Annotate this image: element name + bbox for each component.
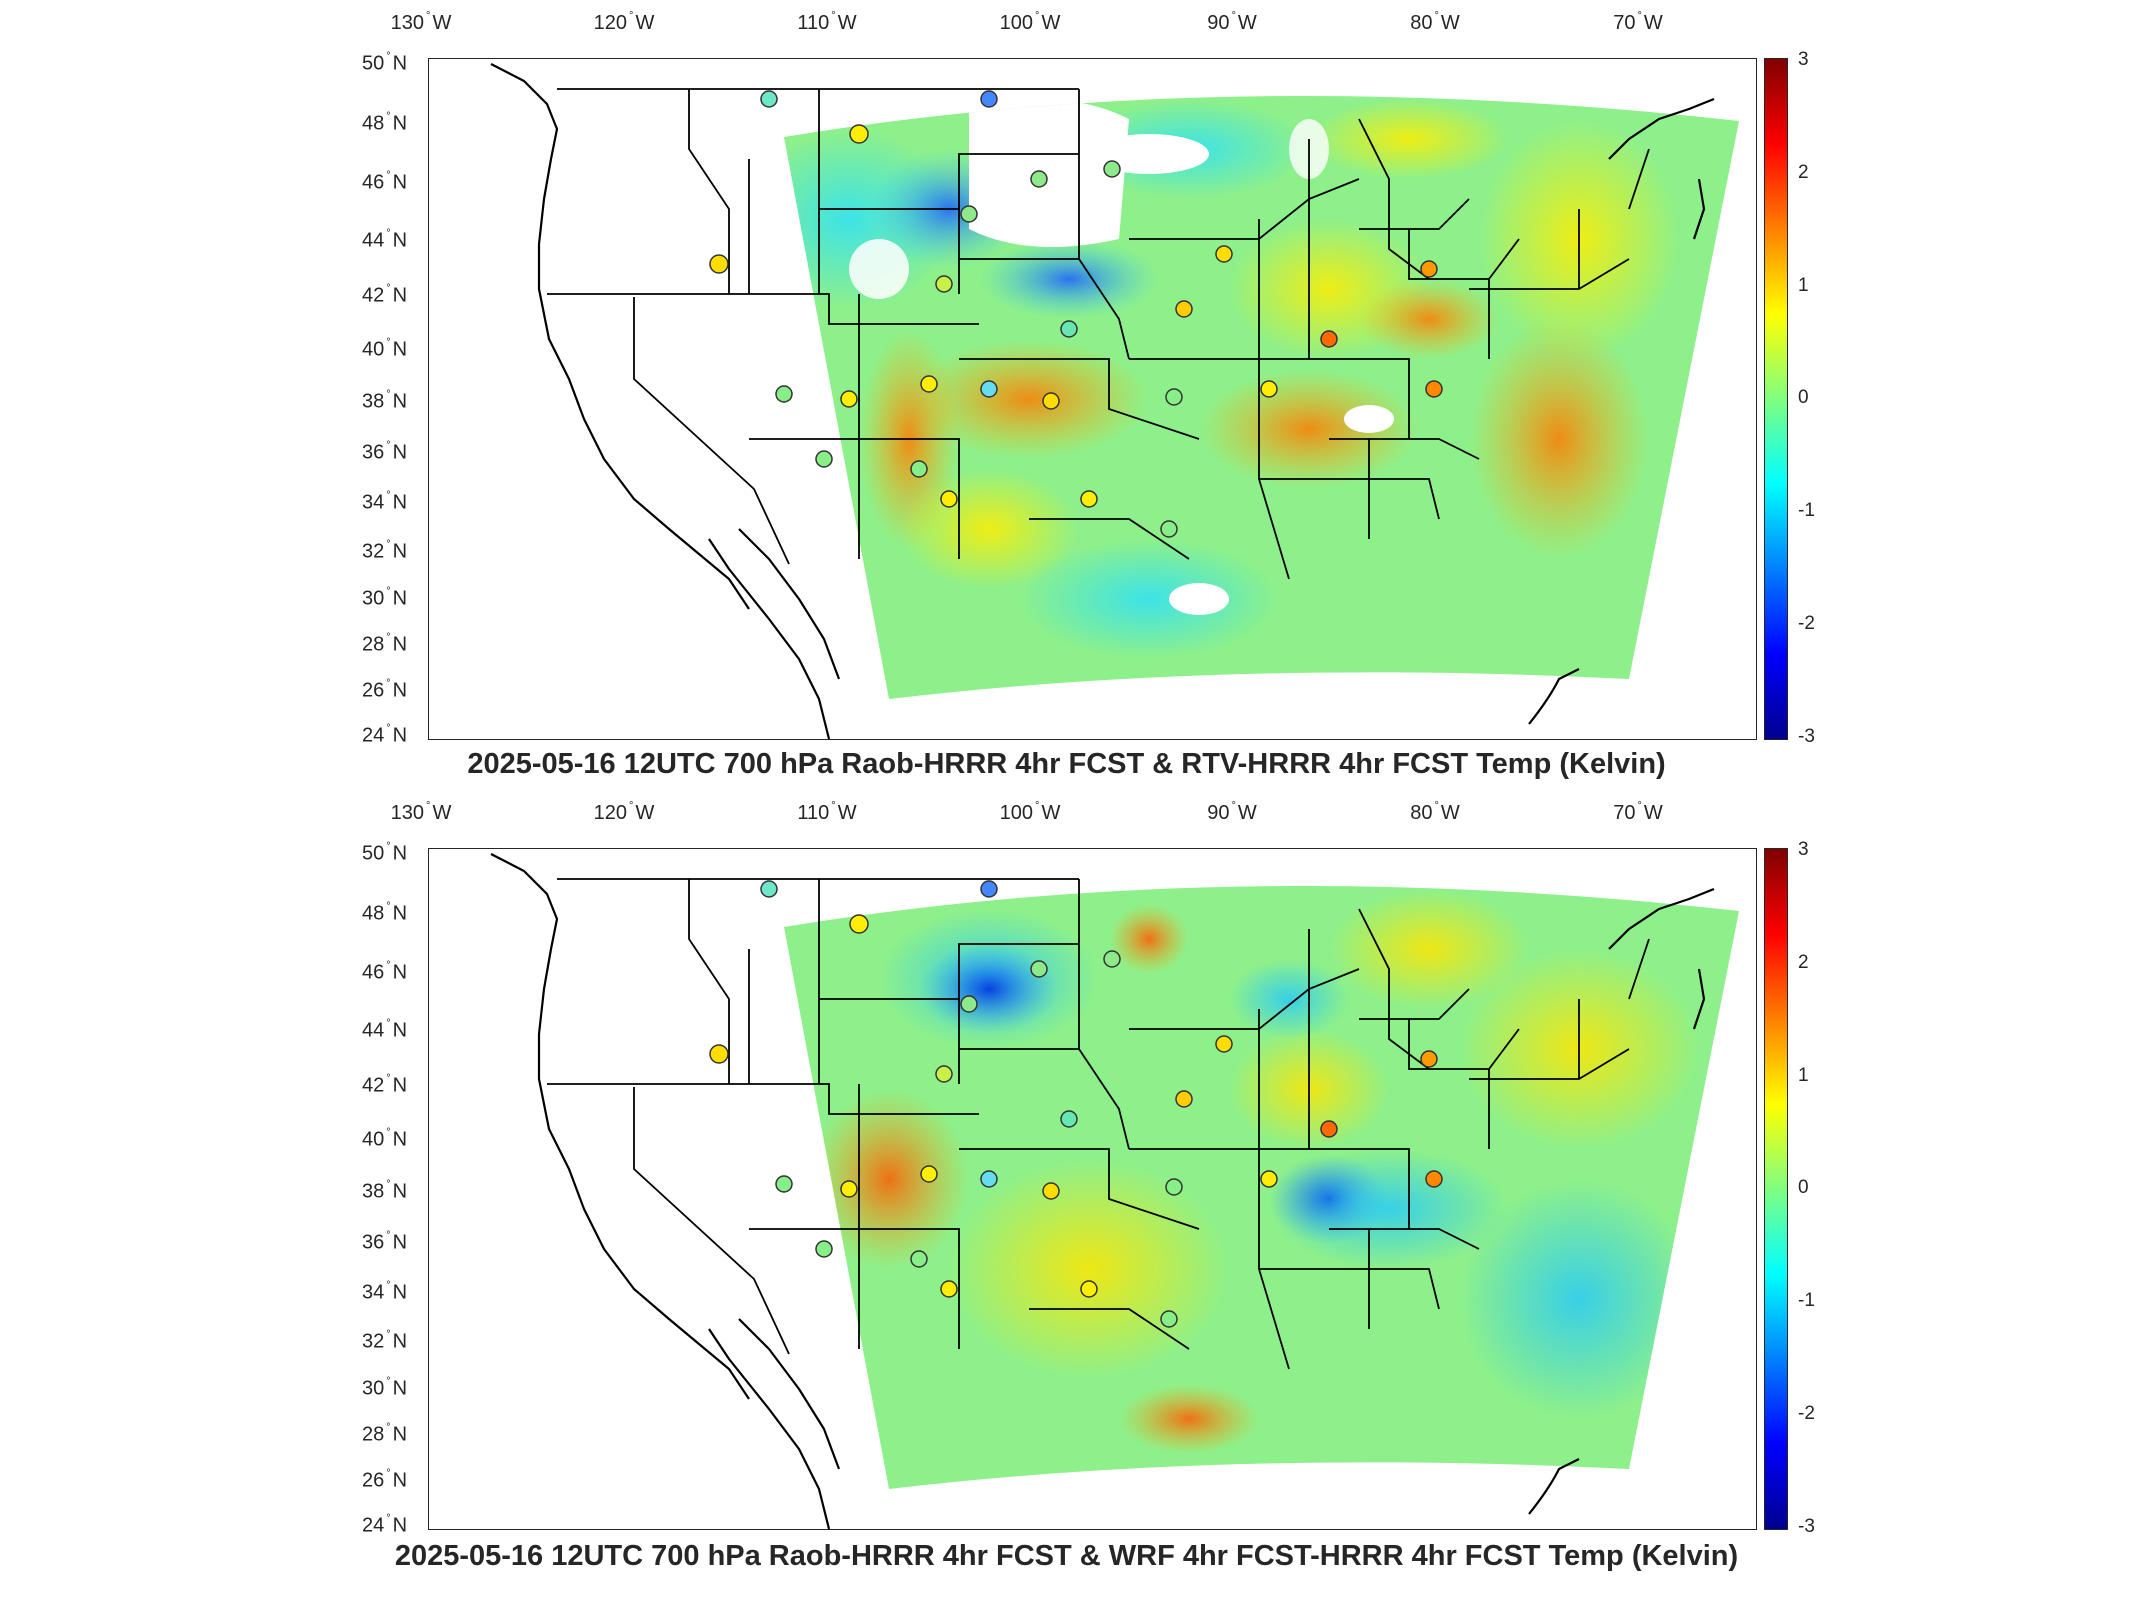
lon-tick-label: 90 ° W xyxy=(1207,800,1257,824)
lat-tick-label: 38 ° N xyxy=(362,388,408,413)
map-plot-area xyxy=(428,58,1757,740)
lat-tick-label: 40 ° N xyxy=(362,1126,408,1151)
plot-title: 2025-05-16 12UTC 700 hPa Raob-HRRR 4hr F… xyxy=(467,748,1666,780)
lat-tick-label: 48 ° N xyxy=(362,110,408,135)
colorbar-tick-label: 3 xyxy=(1798,839,1809,860)
colorbar xyxy=(1764,848,1788,1530)
colorbar-tick-label: -3 xyxy=(1798,1516,1815,1537)
temperature-difference-map xyxy=(490,63,1739,739)
lat-tick-label: 50 ° N xyxy=(362,50,408,75)
lat-tick-label: 28 ° N xyxy=(362,1421,408,1446)
top-panel: 130 ° W 120 ° W 110 ° W 100 ° W 90 ° W 80 ° W 70 ° W 5… xyxy=(362,10,1815,780)
colorbar-tick-label: 1 xyxy=(1798,1065,1809,1086)
lon-tick-label: 100 ° W xyxy=(999,800,1061,824)
lat-tick-label: 42 ° N xyxy=(362,1072,408,1097)
colorbar xyxy=(1764,58,1788,740)
lon-tick-label: 110 ° W xyxy=(797,800,857,824)
colorbar-tick-label: 3 xyxy=(1798,49,1809,70)
lat-tick-label: 44 ° N xyxy=(362,227,408,252)
lat-tick-label: 36 ° N xyxy=(362,1229,408,1254)
map-plot-area xyxy=(428,848,1757,1530)
lat-tick-label: 46 ° N xyxy=(362,959,408,984)
bottom-panel: 130 ° W 120 ° W 110 ° W 100 ° W 90 ° W 80 ° W 70 ° W 5… xyxy=(0,790,2133,1590)
colorbar-tick-label: 0 xyxy=(1798,1177,1809,1198)
colorbar-tick-label: 0 xyxy=(1798,387,1809,408)
lon-tick-label: 130 ° W xyxy=(390,800,452,824)
lat-tick-label: 36 ° N xyxy=(362,439,408,464)
temperature-difference-map xyxy=(490,853,1739,1529)
lon-tick-label: 100 ° W xyxy=(999,10,1061,34)
colorbar-tick-label: 1 xyxy=(1798,275,1809,296)
lon-tick-label: 90 ° W xyxy=(1207,10,1257,34)
lat-tick-label: 28 ° N xyxy=(362,631,408,656)
colorbar-tick-label: -3 xyxy=(1798,726,1815,747)
lat-tick-label: 32 ° N xyxy=(362,1328,408,1353)
station-markers xyxy=(709,90,1443,538)
lon-tick-label: 70 ° W xyxy=(1613,10,1663,34)
lon-tick-label: 110 ° W xyxy=(797,10,857,34)
lat-tick-label: 30 ° N xyxy=(362,585,408,610)
lat-tick-label: 30 ° N xyxy=(362,1375,408,1400)
lat-tick-label: 32 ° N xyxy=(362,538,408,563)
lat-tick-label: 26 ° N xyxy=(362,677,408,702)
lon-tick-label: 120 ° W xyxy=(593,800,655,824)
colorbar-tick-label: -1 xyxy=(1798,500,1815,521)
lat-tick-label: 50 ° N xyxy=(362,840,408,865)
lat-tick-label: 34 ° N xyxy=(362,489,408,514)
colorbar-tick-label: -2 xyxy=(1798,613,1815,634)
lat-tick-label: 26 ° N xyxy=(362,1467,408,1492)
plot-title: 2025-05-16 12UTC 700 hPa Raob-HRRR 4hr F… xyxy=(394,1540,1739,1572)
lon-tick-label: 130 ° W xyxy=(390,10,452,34)
lat-tick-label: 42 ° N xyxy=(362,282,408,307)
colorbar-tick-label: 2 xyxy=(1798,162,1809,183)
lon-tick-label: 70 ° W xyxy=(1613,800,1663,824)
lat-tick-label: 46 ° N xyxy=(362,169,408,194)
station-markers xyxy=(709,880,1443,1328)
lat-tick-label: 34 ° N xyxy=(362,1279,408,1304)
lat-tick-label: 44 ° N xyxy=(362,1017,408,1042)
lat-tick-label: 40 ° N xyxy=(362,336,408,361)
colorbar-tick-label: 2 xyxy=(1798,952,1809,973)
lat-tick-label: 24 ° N xyxy=(362,722,408,747)
colorbar-tick-label: -2 xyxy=(1798,1403,1815,1424)
lon-tick-label: 80 ° W xyxy=(1410,800,1460,824)
lon-tick-label: 120 ° W xyxy=(593,10,655,34)
lon-tick-label: 80 ° W xyxy=(1410,10,1460,34)
colorbar-tick-label: -1 xyxy=(1798,1290,1815,1311)
lat-tick-label: 48 ° N xyxy=(362,900,408,925)
lat-tick-label: 24 ° N xyxy=(362,1512,408,1537)
lat-tick-label: 38 ° N xyxy=(362,1178,408,1203)
